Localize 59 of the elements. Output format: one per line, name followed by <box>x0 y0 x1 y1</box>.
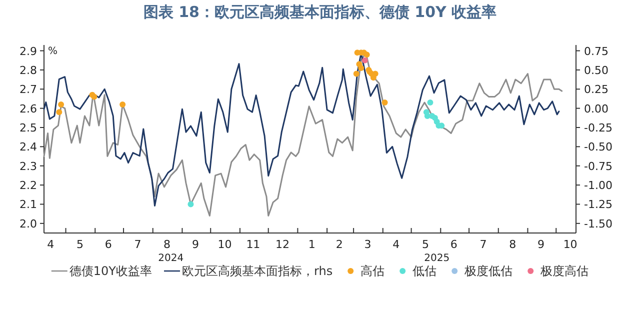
x-tick-label: 7 <box>134 238 142 251</box>
y-tick-label: 2.8 <box>20 64 37 77</box>
point <box>364 52 370 58</box>
point <box>427 100 434 106</box>
y-tick-label: 2.0 <box>20 217 37 230</box>
x-tick-label: 5 <box>76 238 84 251</box>
y-tick-label: 2.5 <box>20 121 37 134</box>
point <box>188 201 194 208</box>
x-tick-label: 7 <box>480 238 487 251</box>
y-tick-label: 2.7 <box>20 83 37 96</box>
legend-label: 高估 <box>360 264 385 278</box>
y2-tick-label: -0.75 <box>584 160 612 173</box>
y2-tick-label: -0.25 <box>584 121 612 134</box>
text: 2024 <box>158 253 184 264</box>
y-tick-label: 2.4 <box>20 140 37 154</box>
y2-tick-label: -1.25 <box>584 198 612 212</box>
x-tick-label: 11 <box>246 238 260 251</box>
y-tick-label: 2.6 <box>20 102 37 116</box>
x-tick-label: 12 <box>276 238 290 251</box>
x-tick-label: 9 <box>192 238 199 251</box>
point <box>56 109 62 116</box>
y2-tick-label: 0.75 <box>584 44 608 58</box>
y-tick-label: 2.1 <box>20 198 37 212</box>
x-tick-label: 3 <box>364 238 372 251</box>
y-tick-label: 2.3 <box>20 160 37 173</box>
point <box>358 65 364 72</box>
x-tick-label: 5 <box>422 238 429 251</box>
point <box>58 101 64 108</box>
x-tick-label: 6 <box>104 238 112 251</box>
y2-tick-label: 0.00 <box>584 102 608 116</box>
x-tick-label: 8 <box>509 238 516 251</box>
y-tick-label: 2.9 <box>20 44 37 58</box>
point <box>362 57 368 64</box>
x-tick-label: 9 <box>537 238 544 251</box>
x-tick-label: 2 <box>336 238 343 251</box>
y2-tick-label: -1.50 <box>584 217 612 230</box>
x-tick-label: 1 <box>308 238 316 251</box>
x-tick-label: 4 <box>392 238 400 251</box>
legend-label: 德债10Y收益率 <box>69 264 152 278</box>
point <box>382 100 388 106</box>
legend-label: 低估 <box>412 264 437 278</box>
x-tick-label: 4 <box>47 238 54 251</box>
legend-label: 欧元区高频基本面指标，rhs <box>182 264 333 278</box>
y2-tick-label: -1.00 <box>584 179 612 192</box>
y2-tick-label: -0.50 <box>584 140 612 154</box>
y2-tick-label: 0.25 <box>584 83 608 96</box>
legend-label: 极度高估 <box>540 264 589 278</box>
y2-tick-label: 0.50 <box>584 64 608 77</box>
legend-label: 极度低估 <box>464 264 513 278</box>
point <box>353 70 360 77</box>
point <box>120 101 126 108</box>
x-tick-label: 8 <box>164 238 171 251</box>
x-tick-label: 10 <box>563 238 578 251</box>
y-axis-title: % <box>48 46 58 57</box>
x-tick-label: 10 <box>218 238 232 251</box>
text: 2025 <box>424 253 450 264</box>
x-tick-label: 6 <box>450 238 458 251</box>
chart-title: 图表 18：欧元区高频基本面指标、德债 10Y 收益率 <box>143 3 497 21</box>
y-tick-label: 2.2 <box>20 179 37 192</box>
